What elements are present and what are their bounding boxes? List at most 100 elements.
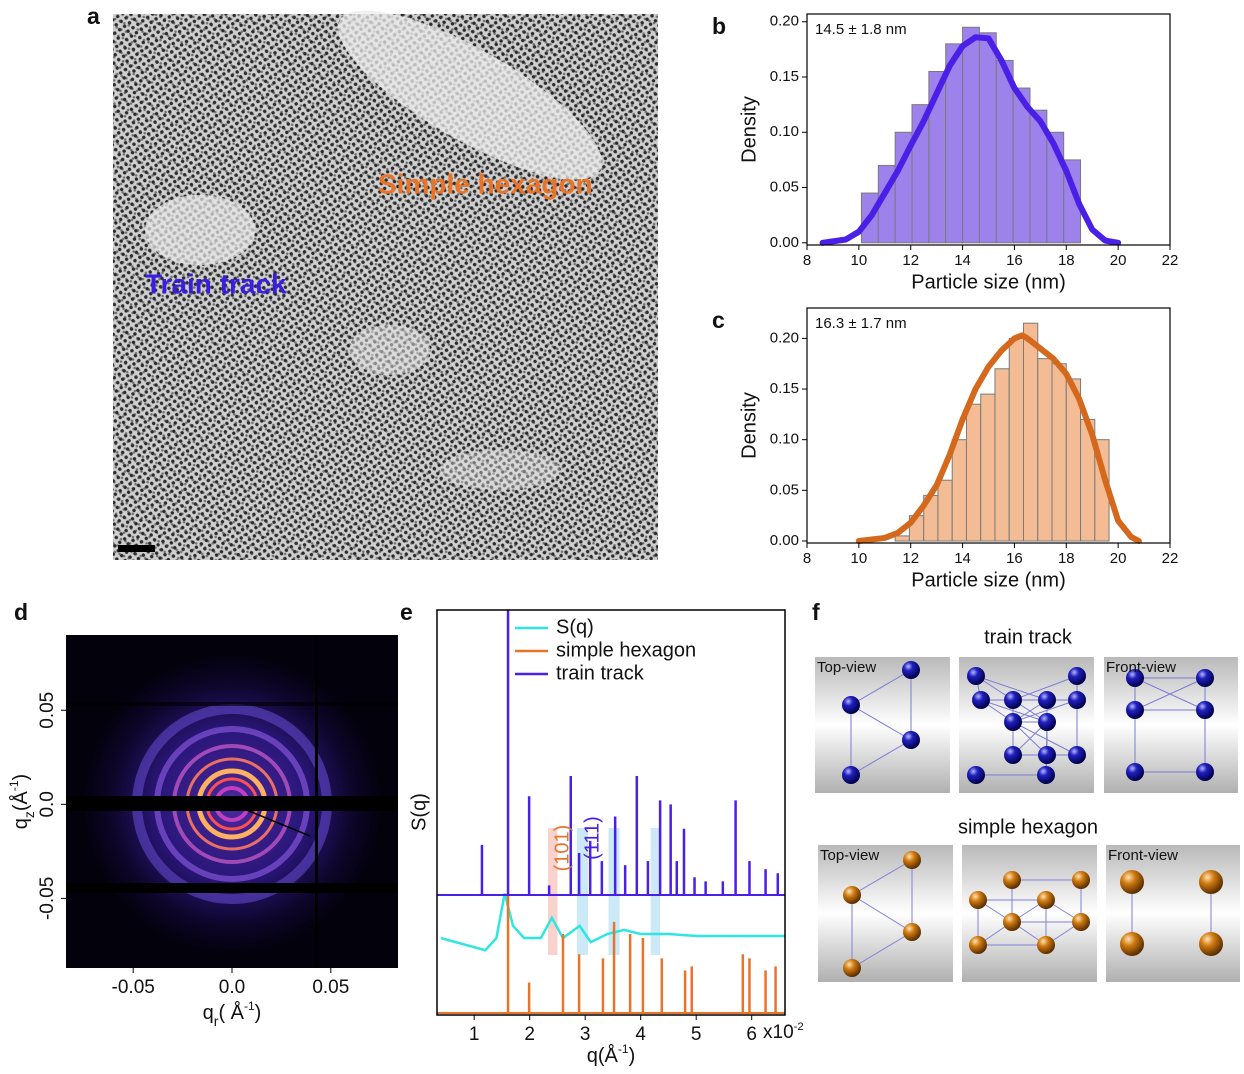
atom xyxy=(1038,746,1056,764)
atom xyxy=(1126,701,1144,719)
axis-label-part: -1 xyxy=(244,999,255,1013)
y-tick-label: 0.15 xyxy=(770,68,799,85)
y-tick-label: 0.20 xyxy=(770,329,799,346)
x-tick-label: 20 xyxy=(1110,252,1127,269)
atom xyxy=(1037,891,1055,909)
x-tick-label: 3 xyxy=(580,1024,591,1045)
atom xyxy=(1068,746,1086,764)
view-label: Top-view xyxy=(817,659,876,676)
x-tick-label: 12 xyxy=(902,550,919,567)
axis-multiplier-base: x10 xyxy=(763,1022,794,1043)
y-axis-label: S(q) xyxy=(408,793,430,831)
model-box xyxy=(1106,845,1240,982)
y-tick-label: 0.00 xyxy=(770,234,799,251)
x-tick-label: 18 xyxy=(1058,550,1075,567)
axis-label-part: z xyxy=(21,811,37,818)
x-tick-label: 0.0 xyxy=(219,977,245,998)
atom xyxy=(1199,932,1223,956)
atom xyxy=(1196,701,1214,719)
x-tick-label: 20 xyxy=(1110,550,1127,567)
axis-label-part: r xyxy=(214,1013,219,1029)
x-tick-label: -0.05 xyxy=(112,977,155,998)
x-tick-label: 22 xyxy=(1162,550,1179,567)
bond xyxy=(851,859,913,896)
bar xyxy=(1023,322,1039,542)
axis-multiplier: x10-2 xyxy=(763,1021,804,1043)
atom xyxy=(1196,763,1214,781)
atom xyxy=(969,891,987,909)
bond xyxy=(975,675,1048,701)
legend-label: simple hexagon xyxy=(556,639,696,661)
y-tick-label: 0.05 xyxy=(770,481,799,498)
annotation: 14.5 ± 1.8 nm xyxy=(815,21,907,38)
atom xyxy=(1038,691,1056,709)
bond xyxy=(1134,677,1206,711)
plot-frame xyxy=(436,609,786,1016)
atom xyxy=(1120,932,1144,956)
bar xyxy=(937,479,953,542)
atom xyxy=(902,731,920,749)
y-tick-label: 0.10 xyxy=(770,123,799,140)
y-tick-label: 0.0 xyxy=(37,791,58,817)
legend-label: S(q) xyxy=(556,616,594,638)
x-tick-label: 10 xyxy=(851,550,868,567)
atom xyxy=(843,886,861,904)
atom xyxy=(842,696,860,714)
atom xyxy=(903,923,921,941)
axis-multiplier-exponent: -2 xyxy=(794,1021,804,1033)
bond xyxy=(850,739,912,776)
bond xyxy=(1012,699,1078,723)
x-tick-label: 14 xyxy=(954,550,971,567)
x-tick-label: 16 xyxy=(1006,252,1023,269)
x-tick-label: 2 xyxy=(524,1024,535,1045)
y-tick-label: 0.10 xyxy=(770,431,799,448)
y-tick-label: 0.15 xyxy=(770,380,799,397)
panel-label: b xyxy=(712,13,726,39)
y-tick-label: 0.20 xyxy=(770,13,799,30)
atom xyxy=(969,936,987,954)
axis-label-part: ( Å xyxy=(218,1001,244,1024)
x-axis-label: Particle size (nm) xyxy=(911,271,1065,293)
atom xyxy=(1004,746,1022,764)
atom xyxy=(967,766,985,784)
axis-label-part: q xyxy=(587,1045,598,1067)
atom xyxy=(1038,713,1056,731)
bar xyxy=(965,403,982,542)
group-title: simple hexagon xyxy=(958,816,1098,838)
x-tick-label: 18 xyxy=(1058,252,1075,269)
x-tick-label: 14 xyxy=(954,252,971,269)
x-tick-label: 16 xyxy=(1006,550,1023,567)
atom xyxy=(1037,936,1055,954)
x-tick-label: 10 xyxy=(851,252,868,269)
bond xyxy=(980,699,1048,723)
model-box xyxy=(815,657,950,793)
axis-label-part: q xyxy=(10,818,32,829)
panel-label: c xyxy=(712,307,725,333)
y-tick-label: 0.00 xyxy=(770,532,799,549)
atom xyxy=(843,959,861,977)
kde-curve xyxy=(855,332,1142,544)
atom xyxy=(1072,871,1090,889)
atom xyxy=(1126,669,1144,687)
atom xyxy=(1068,667,1086,685)
model-box xyxy=(1104,657,1238,793)
bond xyxy=(1012,721,1078,756)
bar xyxy=(980,393,996,542)
atom xyxy=(967,667,985,685)
x-tick-label: 4 xyxy=(635,1024,646,1045)
kde-curve xyxy=(819,34,1122,246)
x-tick-label: 6 xyxy=(746,1024,757,1045)
panel-label: a xyxy=(87,3,100,29)
axis-label-part: -1 xyxy=(618,1042,629,1056)
bond xyxy=(850,704,912,741)
axis-label-part: -1 xyxy=(7,780,21,791)
axis-label: qr( Å-1) xyxy=(203,999,262,1029)
atom xyxy=(972,691,990,709)
x-tick-label: 12 xyxy=(902,252,919,269)
annotation: 16.3 ± 1.7 nm xyxy=(815,315,907,332)
x-tick-label: 22 xyxy=(1162,252,1179,269)
plot-frame xyxy=(806,13,1171,246)
structure-models: train track Top-view Front-view simple hexa… xyxy=(815,626,1240,982)
atom xyxy=(903,851,921,869)
